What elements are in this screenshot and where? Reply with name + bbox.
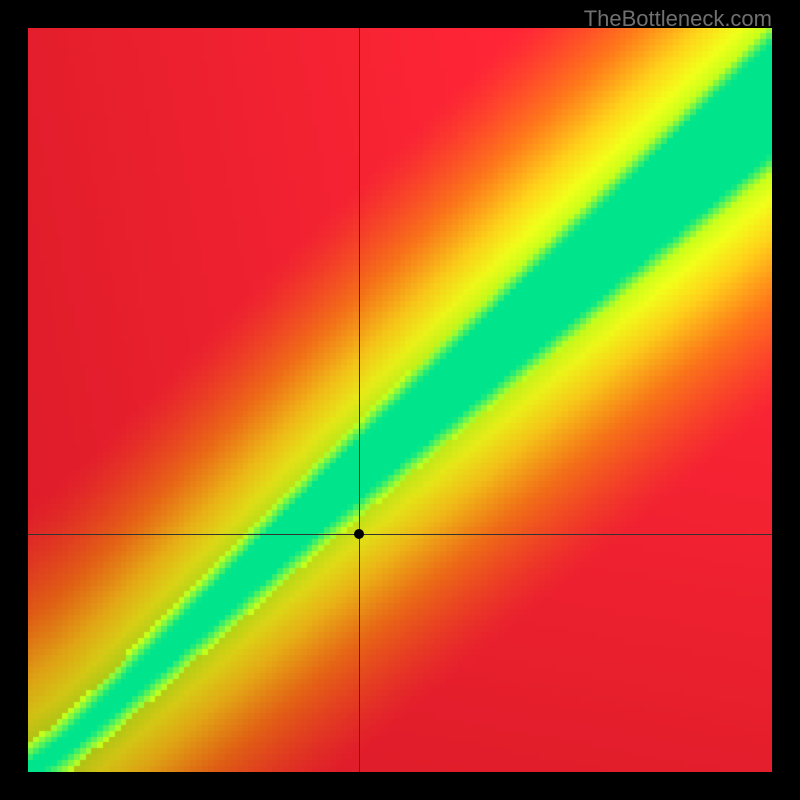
crosshair-horizontal (28, 534, 772, 535)
watermark-text: TheBottleneck.com (584, 6, 772, 32)
crosshair-vertical (359, 28, 360, 772)
heatmap-canvas (28, 28, 772, 772)
bottleneck-heatmap (28, 28, 772, 772)
selection-marker (354, 529, 364, 539)
